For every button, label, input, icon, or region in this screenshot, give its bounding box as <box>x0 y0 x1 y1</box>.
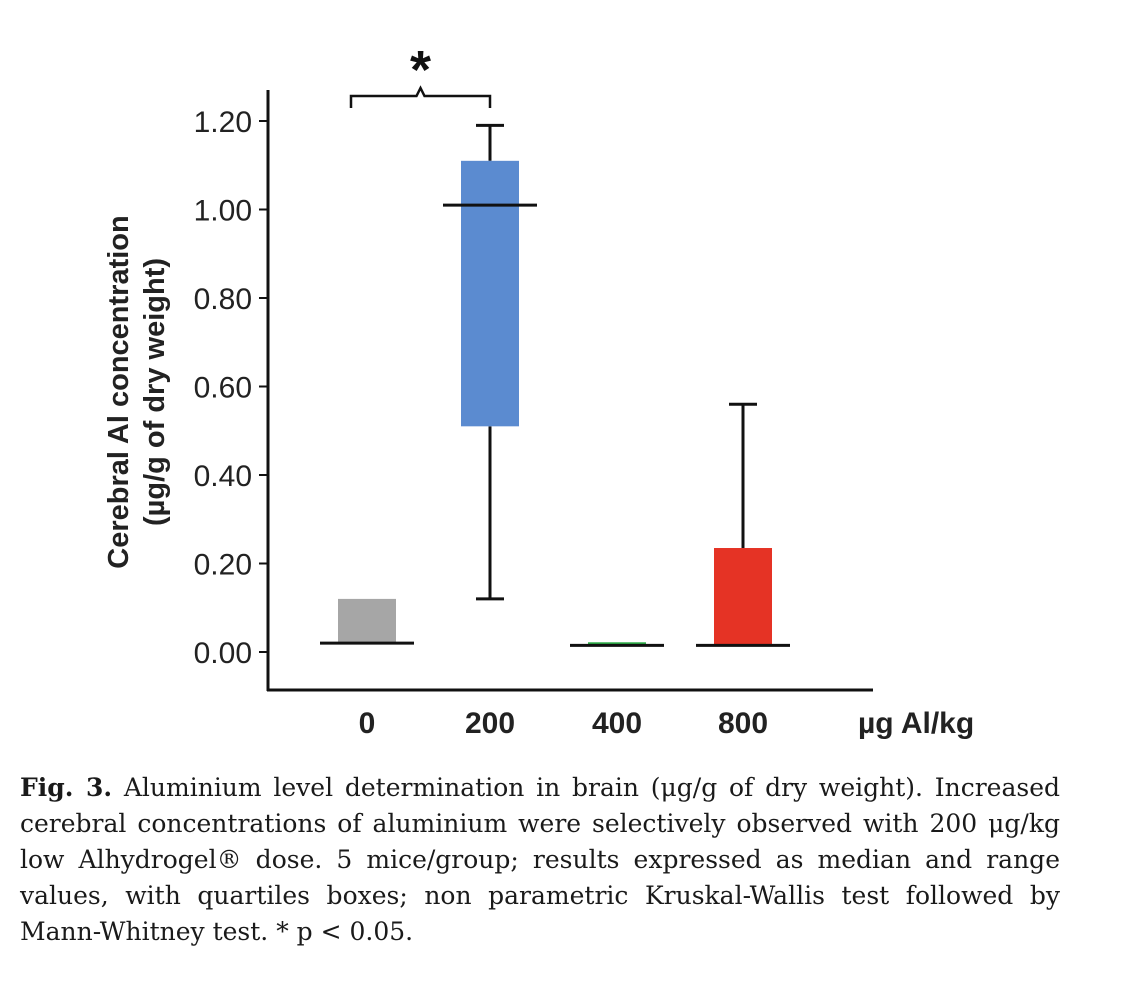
y-tick-label: 0.40 <box>194 460 252 493</box>
x-category-label: 400 <box>592 707 642 740</box>
x-category-label: 800 <box>718 707 768 740</box>
y-axis-title-line2: (µg/g of dry weight) <box>139 258 171 526</box>
y-tick-label: 0.00 <box>194 637 252 670</box>
box-plot-chart: Cerebral Al concentration (µg/g of dry w… <box>103 40 974 740</box>
box-0 <box>320 598 414 645</box>
significance-bracket: * <box>349 40 492 108</box>
boxes <box>320 123 790 647</box>
x-axis-labels: 0 200 400 800 <box>359 707 768 740</box>
y-tick-label: 0.60 <box>194 372 252 405</box>
y-tick-label: 0.20 <box>194 549 252 582</box>
x-category-label: 0 <box>359 707 376 740</box>
caption-text: Aluminium level determination in brain (… <box>20 773 1060 946</box>
significance-bracket-line <box>349 85 492 108</box>
y-tick-label: 0.80 <box>194 283 252 316</box>
box-400 <box>570 642 664 647</box>
box-200 <box>443 123 537 601</box>
box-0-iqr-box <box>338 598 396 644</box>
box-800 <box>696 402 790 647</box>
box-400-iqr-box <box>588 642 646 646</box>
figure-caption: Fig. 3. Aluminium level determination in… <box>20 770 1060 950</box>
box-200-iqr-box <box>461 160 519 427</box>
y-axis-title-line1: Cerebral Al concentration <box>103 215 135 568</box>
x-category-label: 200 <box>465 707 515 740</box>
caption-label: Fig. 3. <box>20 773 113 802</box>
significance-star: * <box>410 40 431 100</box>
y-axis-ticks: 0.00 0.20 0.40 0.60 0.80 1.00 1.20 <box>194 106 268 670</box>
x-axis-unit-label: µg Al/kg <box>858 707 974 740</box>
y-tick-label: 1.00 <box>194 195 252 228</box>
box-800-iqr-box <box>714 548 772 646</box>
y-tick-label: 1.20 <box>194 106 252 139</box>
y-axis-title: Cerebral Al concentration (µg/g of dry w… <box>103 215 171 568</box>
axes <box>266 90 873 692</box>
